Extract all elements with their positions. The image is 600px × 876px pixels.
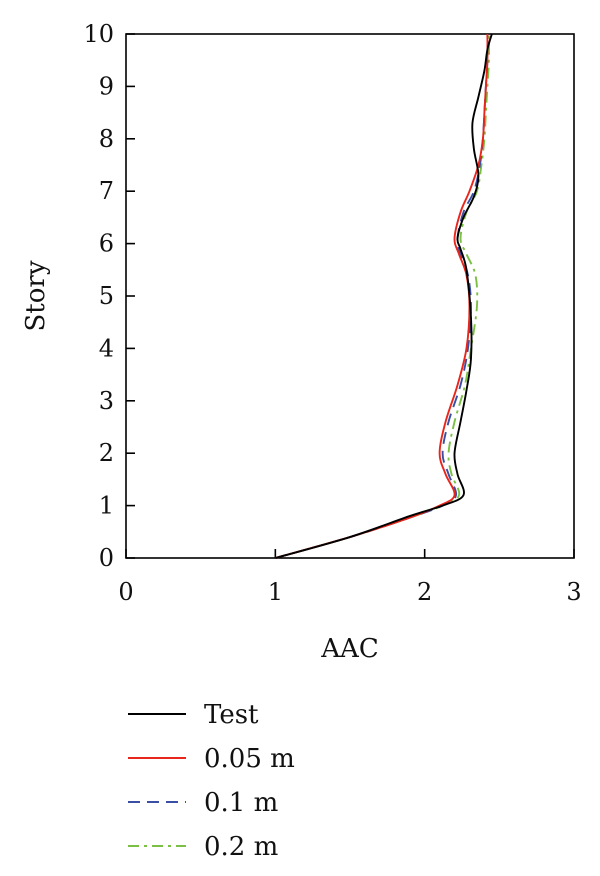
series-line-1 (275, 33, 493, 559)
y-tick-label: 8 (99, 125, 114, 153)
y-tick-label: 4 (99, 334, 114, 362)
series-layer (275, 33, 493, 559)
series-line-3 (275, 33, 489, 559)
x-tick-label: 0 (118, 578, 133, 606)
legend-label-4: 0.2 m (204, 832, 278, 862)
y-axis-label: Story (21, 260, 51, 331)
series-line-2 (275, 33, 489, 559)
legend-label-2: 0.05 m (204, 744, 295, 774)
y-tick-label: 6 (99, 230, 114, 258)
legend: Test 0.05 m 0.1 m 0.2 m (128, 700, 295, 862)
y-tick-label: 0 (99, 544, 114, 572)
plot-frame (125, 33, 575, 559)
y-tick-label: 3 (99, 387, 114, 415)
legend-label-1: Test (204, 700, 259, 730)
x-tick-label: 2 (417, 578, 432, 606)
y-tick-label: 9 (99, 72, 114, 100)
y-tick-label: 1 (99, 492, 114, 520)
x-axis-label: AAC (320, 634, 378, 664)
y-tick-label: 5 (99, 282, 114, 310)
legend-label-3: 0.1 m (204, 788, 278, 818)
y-tick-label: 10 (83, 20, 114, 48)
x-tick-label: 3 (566, 578, 581, 606)
y-tick-label: 2 (99, 439, 114, 467)
x-tick-label: 1 (268, 578, 283, 606)
series-line-4 (275, 33, 490, 559)
tick-group: 0 1 2 3 4 5 6 7 8 9 10 0 1 2 3 (83, 20, 581, 606)
y-tick-label: 7 (99, 177, 114, 205)
